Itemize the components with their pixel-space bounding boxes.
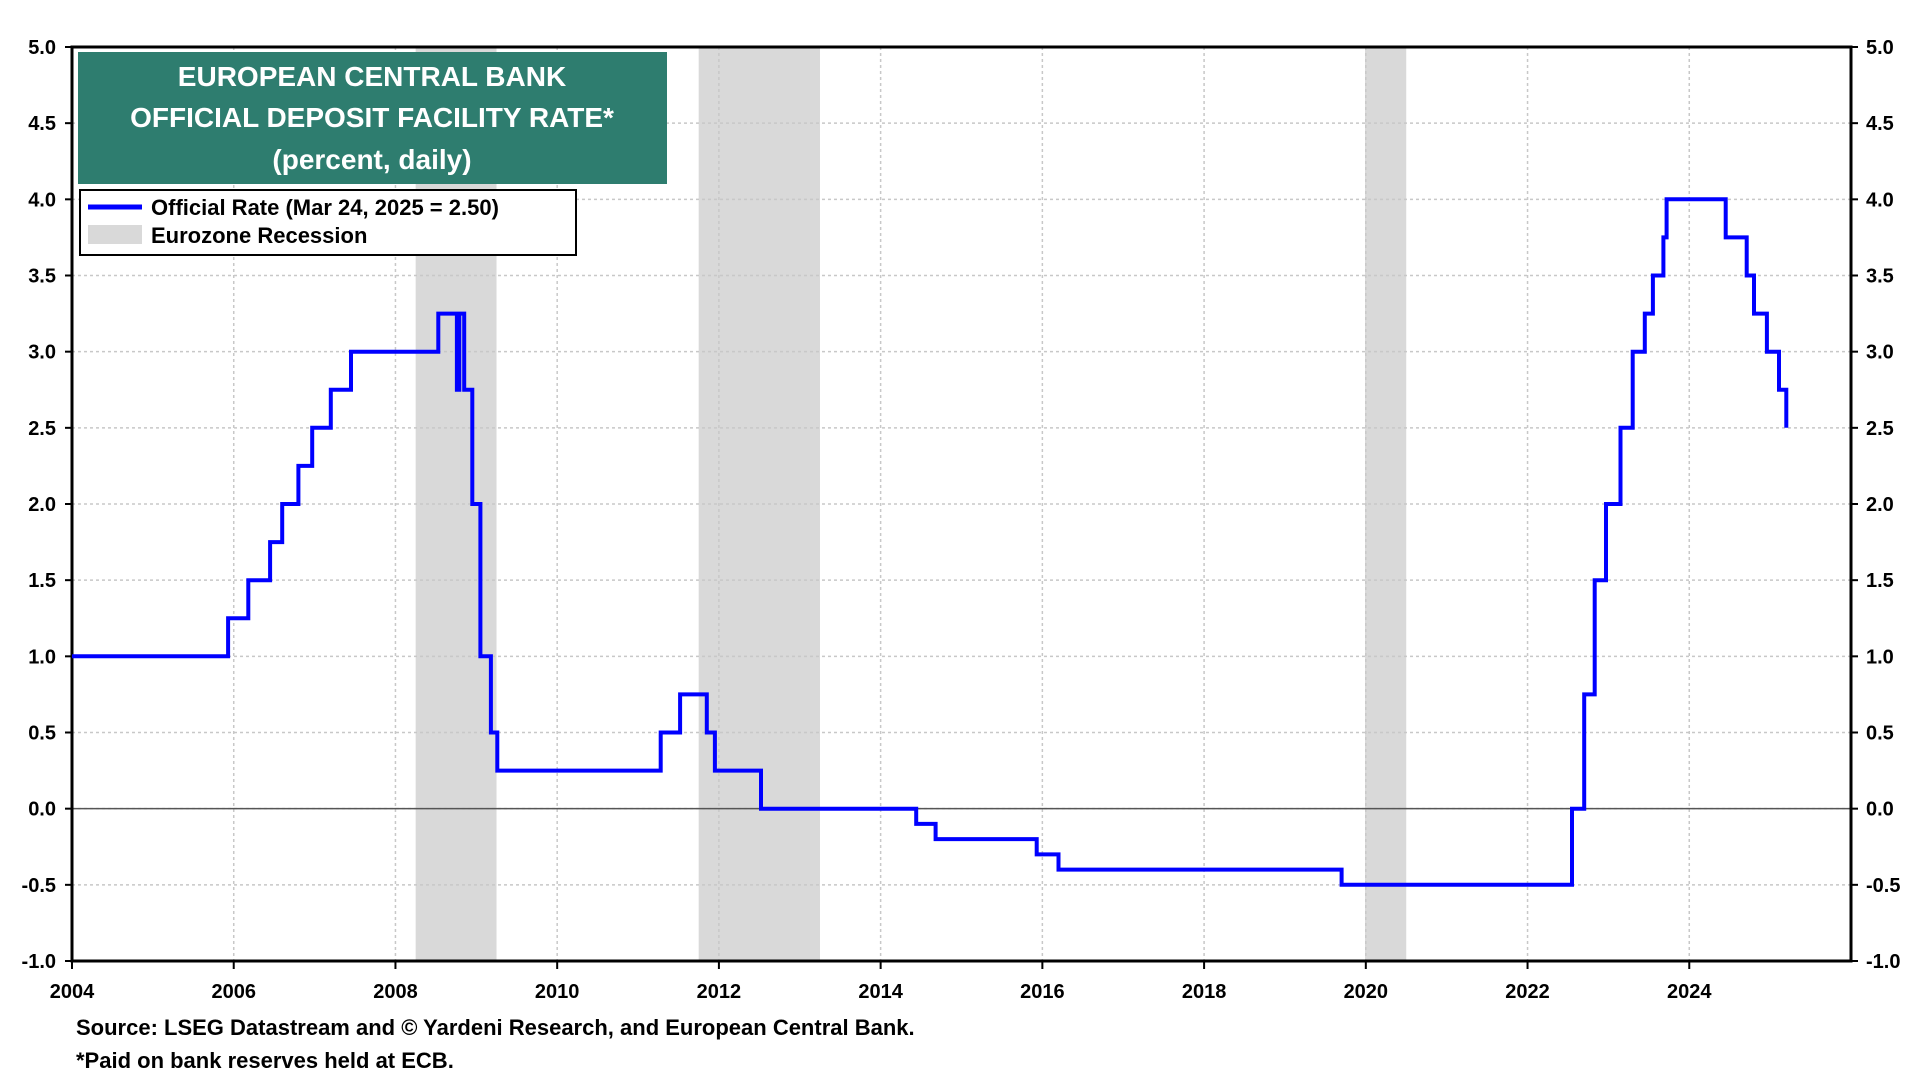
legend-label-recession: Eurozone Recession [151, 223, 367, 248]
y-tick-label-right-5: 2.5 [1866, 418, 1894, 440]
y-tick-label-left-4: 3.0 [28, 342, 56, 364]
y-tick-label-left-12: -1.0 [22, 951, 56, 973]
x-tick-label-4: 2012 [697, 981, 742, 1003]
y-tick-label-left-11: -0.5 [22, 875, 56, 897]
series-line-official-rate [72, 197, 1789, 887]
footnote: *Paid on bank reserves held at ECB. [76, 1048, 454, 1073]
y-tick-label-left-0: 5.0 [28, 37, 56, 59]
axis-ticks: 5.0 5.0 4.5 4.5 4.0 4.0 3.5 3.5 3.0 3.0 2.5 2.5 2.0 2… [22, 37, 1901, 1003]
x-tick-label-1: 2006 [211, 981, 256, 1003]
x-tick-label-5: 2014 [858, 981, 903, 1003]
y-tick-label-right-2: 4.0 [1866, 189, 1894, 211]
y-tick-label-right-6: 2.0 [1866, 494, 1894, 516]
grid [71, 46, 1851, 962]
series-layer [72, 197, 1789, 887]
y-tick-label-right-7: 1.5 [1866, 570, 1894, 592]
legend-swatch-recession [88, 225, 142, 244]
y-tick-label-right-12: -1.0 [1866, 951, 1900, 973]
y-tick-label-right-1: 4.5 [1866, 113, 1894, 135]
y-tick-label-right-3: 3.5 [1866, 266, 1894, 288]
y-tick-label-left-9: 0.5 [28, 723, 56, 745]
title-line-2: OFFICIAL DEPOSIT FACILITY RATE* [130, 102, 614, 133]
x-tick-label-6: 2016 [1020, 981, 1065, 1003]
x-tick-label-7: 2018 [1182, 981, 1227, 1003]
y-tick-label-right-4: 3.0 [1866, 342, 1894, 364]
y-tick-label-left-8: 1.0 [28, 646, 56, 668]
y-tick-label-left-5: 2.5 [28, 418, 56, 440]
x-tick-label-8: 2020 [1344, 981, 1389, 1003]
source-note: Source: LSEG Datastream and © Yardeni Re… [76, 1015, 915, 1040]
y-tick-label-left-1: 4.5 [28, 113, 56, 135]
y-tick-label-left-7: 1.5 [28, 570, 56, 592]
y-tick-label-left-10: 0.0 [28, 799, 56, 821]
y-tick-label-left-6: 2.0 [28, 494, 56, 516]
legend: Official Rate (Mar 24, 2025 = 2.50) Euro… [79, 189, 577, 256]
x-tick-label-3: 2010 [535, 981, 580, 1003]
title-line-3: (percent, daily) [272, 144, 471, 175]
x-tick-label-0: 2004 [50, 981, 95, 1003]
x-tick-label-10: 2024 [1667, 981, 1712, 1003]
y-tick-label-right-11: -0.5 [1866, 875, 1900, 897]
y-tick-label-left-2: 4.0 [28, 189, 56, 211]
y-tick-label-left-3: 3.5 [28, 266, 56, 288]
x-tick-label-2: 2008 [373, 981, 418, 1003]
title-line-1: EUROPEAN CENTRAL BANK [178, 61, 566, 92]
legend-label-official-rate: Official Rate (Mar 24, 2025 = 2.50) [151, 195, 499, 220]
y-tick-label-right-0: 5.0 [1866, 37, 1894, 59]
legend-box [79, 189, 577, 256]
y-tick-label-right-8: 1.0 [1866, 646, 1894, 668]
title-box: EUROPEAN CENTRAL BANK OFFICIAL DEPOSIT F… [78, 52, 667, 184]
y-tick-label-right-9: 0.5 [1866, 723, 1894, 745]
title-background [78, 52, 667, 184]
x-tick-label-9: 2022 [1505, 981, 1550, 1003]
y-tick-label-right-10: 0.0 [1866, 799, 1894, 821]
